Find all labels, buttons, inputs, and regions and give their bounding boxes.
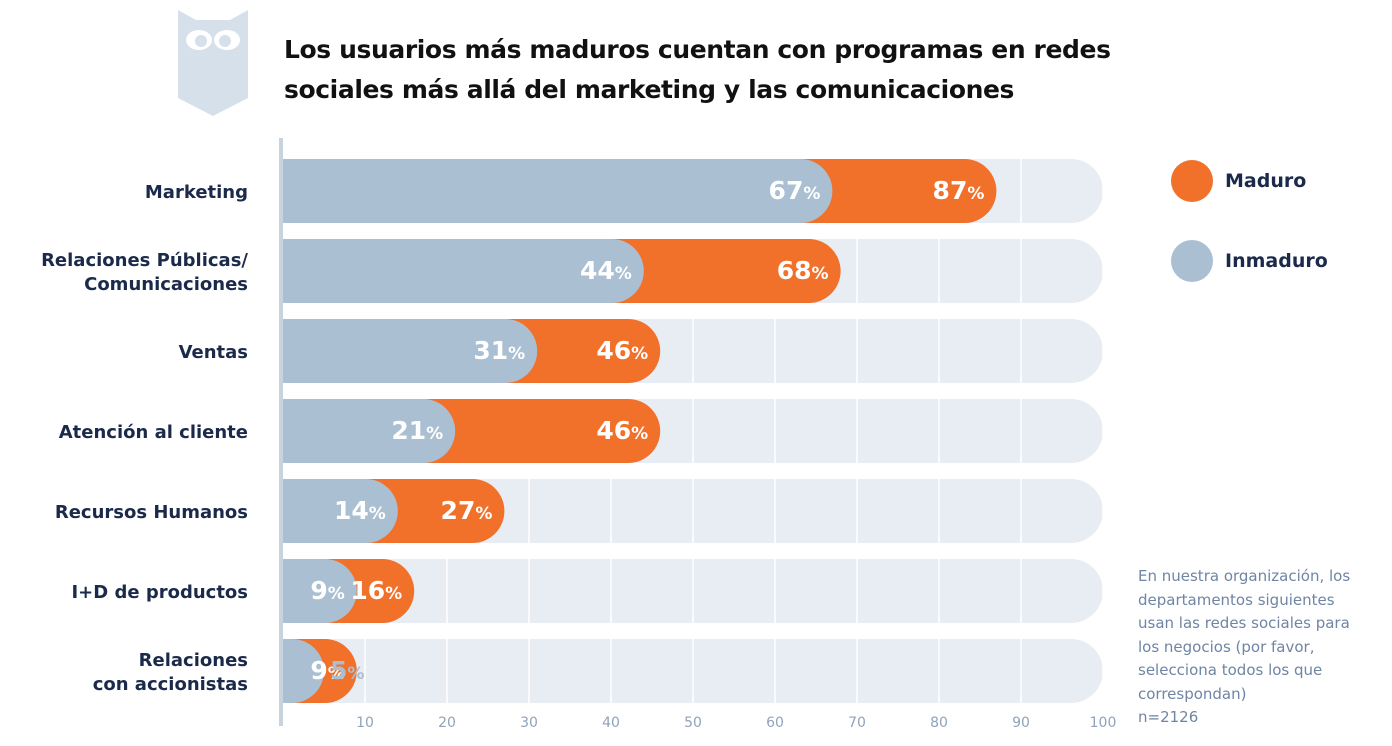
x-tick-label: 90 [1012,715,1030,731]
bar-inmaduro [283,479,398,543]
category-label: Comunicaciones [84,274,248,295]
survey-question: En nuestra organización, los departament… [1138,567,1351,703]
x-tick-label: 10 [356,715,374,731]
category-label: Relaciones Públicas/ [41,250,248,271]
category-label: Relaciones [139,650,248,671]
value-label-maduro: 68% [777,256,829,285]
x-tick-label: 60 [766,715,784,731]
x-tick-label: 50 [684,715,702,731]
value-label-inmaduro: 9% [310,576,344,605]
legend-swatch-inmaduro [1171,240,1213,282]
value-label-inmaduro: 44% [580,256,632,285]
value-label-inmaduro: 14% [334,496,386,525]
sample-size: n=2126 [1138,708,1199,726]
value-label-maduro: 16% [350,576,402,605]
category-label: Atención al cliente [59,422,248,443]
category-label: Marketing [145,182,248,203]
bar-inmaduro [283,399,456,463]
bar-inmaduro [283,159,833,223]
x-tick-label: 100 [1090,715,1117,731]
x-tick-label: 40 [602,715,620,731]
value-label-maduro: 87% [933,176,985,205]
category-label: con accionistas [93,674,248,695]
legend-swatch-maduro [1171,160,1213,202]
bar-inmaduro [283,639,324,703]
legend-item-maduro: Maduro [1171,160,1306,202]
legend-label-inmaduro: Inmaduro [1225,250,1328,272]
value-label-inmaduro: 21% [391,416,443,445]
value-label-maduro: 9% [310,656,344,685]
x-tick-label: 20 [438,715,456,731]
owl-logo-icon [178,10,248,116]
bar-inmaduro [283,559,357,623]
value-label-maduro: 46% [596,416,648,445]
category-label: Ventas [179,342,248,363]
survey-note: En nuestra organización, los departament… [1138,565,1368,730]
category-label: I+D de productos [71,582,248,603]
category-label: Recursos Humanos [55,502,248,523]
legend-label-maduro: Maduro [1225,170,1307,192]
bar-inmaduro [283,239,644,303]
value-label-maduro: 27% [441,496,493,525]
value-label-maduro: 46% [596,336,648,365]
x-tick-label: 70 [848,715,866,731]
value-label-inmaduro: 31% [473,336,525,365]
chart-title: Los usuarios más maduros cuentan con pro… [284,35,1111,104]
value-label-inmaduro: 67% [769,176,821,205]
x-tick-label: 80 [930,715,948,731]
value-label-inmaduro: 5% [330,656,364,685]
x-tick-label: 30 [520,715,538,731]
legend-item-inmaduro: Inmaduro [1171,240,1328,282]
bar-inmaduro [283,319,538,383]
